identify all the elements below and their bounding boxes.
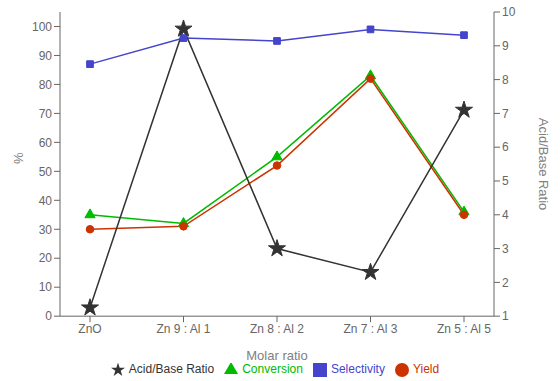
svg-text:Zn 7 : Al 3: Zn 7 : Al 3 bbox=[343, 322, 397, 336]
svg-text:Acid/Base Ratio: Acid/Base Ratio bbox=[536, 118, 551, 211]
svg-text:ZnO: ZnO bbox=[78, 322, 101, 336]
svg-text:4: 4 bbox=[502, 208, 509, 222]
svg-text:40: 40 bbox=[39, 194, 53, 208]
svg-text:30: 30 bbox=[39, 223, 53, 237]
svg-text:20: 20 bbox=[39, 251, 53, 265]
svg-text:8: 8 bbox=[502, 73, 509, 87]
svg-text:90: 90 bbox=[39, 49, 53, 63]
svg-text:Zn 5 : Al 5: Zn 5 : Al 5 bbox=[437, 322, 491, 336]
svg-text:2: 2 bbox=[502, 276, 509, 290]
svg-text:Zn 8 : Al 2: Zn 8 : Al 2 bbox=[250, 322, 304, 336]
svg-text:10: 10 bbox=[502, 5, 516, 19]
svg-text:6: 6 bbox=[502, 140, 509, 154]
svg-text:Molar ratio: Molar ratio bbox=[246, 348, 307, 363]
html-text:Yield: Yield bbox=[412, 362, 440, 377]
html-text:Selectivity: Selectivity bbox=[330, 362, 385, 377]
svg-text:70: 70 bbox=[39, 107, 53, 121]
svg-text:Zn 9 : Al 1: Zn 9 : Al 1 bbox=[156, 322, 210, 336]
html-text:Conversion: Conversion bbox=[242, 362, 303, 377]
svg-text:60: 60 bbox=[39, 136, 53, 150]
svg-text:%: % bbox=[11, 152, 26, 164]
svg-text:3: 3 bbox=[502, 242, 509, 256]
svg-text:50: 50 bbox=[39, 165, 53, 179]
svg-text:0: 0 bbox=[45, 309, 52, 323]
svg-text:7: 7 bbox=[502, 107, 509, 121]
svg-text:1: 1 bbox=[502, 309, 509, 323]
svg-text:5: 5 bbox=[502, 174, 509, 188]
svg-text:80: 80 bbox=[39, 78, 53, 92]
html-text:Acid/Base Ratio: Acid/Base Ratio bbox=[128, 362, 215, 377]
svg-text:9: 9 bbox=[502, 39, 509, 53]
svg-text:10: 10 bbox=[39, 280, 53, 294]
svg-text:100: 100 bbox=[32, 20, 52, 34]
